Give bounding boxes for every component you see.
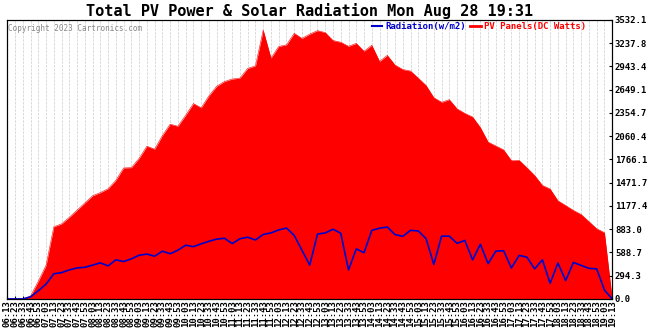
Legend: Radiation(w/m2), PV Panels(DC Watts): Radiation(w/m2), PV Panels(DC Watts) — [368, 19, 590, 35]
Title: Total PV Power & Solar Radiation Mon Aug 28 19:31: Total PV Power & Solar Radiation Mon Aug… — [86, 3, 533, 19]
Text: Copyright 2023 Cartronics.com: Copyright 2023 Cartronics.com — [8, 24, 142, 33]
